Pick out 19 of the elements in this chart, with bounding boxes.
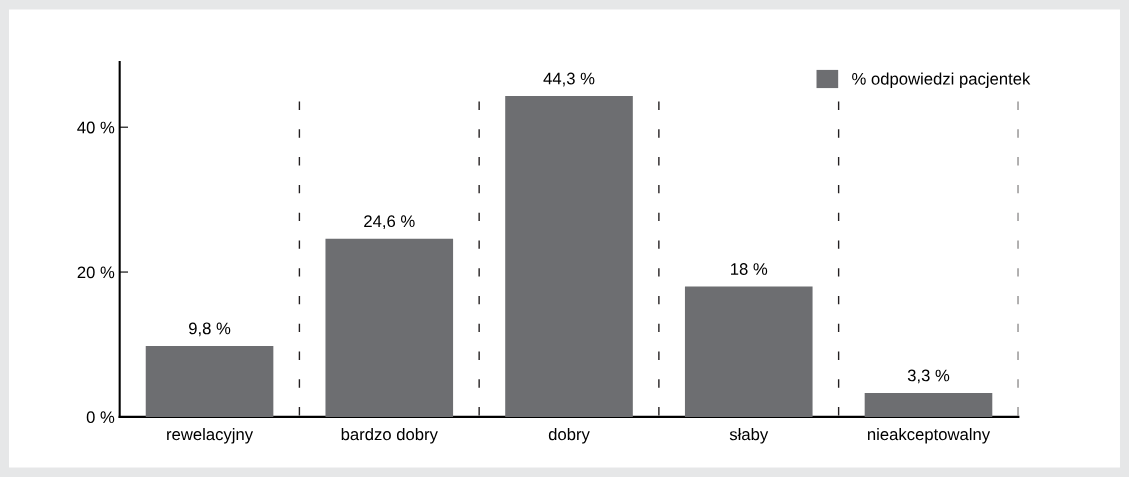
data-label: 9,8 % [189, 322, 231, 337]
x-tick-label: bardzo dobry [341, 428, 438, 444]
x-tick-label: nieakceptowalny [867, 428, 991, 444]
data-label: 44,3 % [543, 72, 595, 87]
y-tick-label: 20 % [77, 266, 115, 279]
data-label: 24,6 % [364, 215, 415, 230]
y-tick-label: 0 % [86, 411, 115, 424]
x-tick-label: słaby [729, 428, 769, 444]
legend-label: % odpowiedzi pacjentek [852, 72, 1031, 89]
x-tick-label: dobry [548, 428, 590, 444]
bar [505, 96, 633, 417]
y-tick-label: 40 % [77, 121, 115, 134]
bar [325, 238, 454, 417]
data-label: 18 % [731, 263, 768, 275]
bar [684, 286, 813, 417]
bar [864, 393, 993, 417]
bar [145, 345, 274, 417]
data-label: 3,3 % [907, 369, 950, 384]
x-tick-label: rewelacyjny [167, 428, 254, 444]
